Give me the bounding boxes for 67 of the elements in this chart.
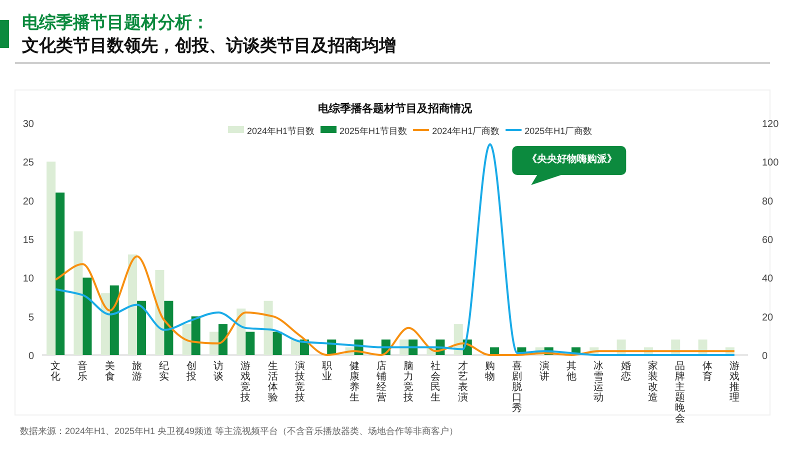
x-tick-label: 文化 bbox=[50, 360, 61, 382]
legend-label: 2024年H1节目数 bbox=[247, 126, 315, 136]
chart-title: 电综季播各题材节目及招商情况 bbox=[318, 102, 473, 115]
y2-tick-label: 20 bbox=[762, 312, 774, 324]
x-tick-label: 体育 bbox=[702, 360, 712, 382]
bar bbox=[264, 300, 273, 355]
y2-tick-label: 80 bbox=[762, 196, 774, 208]
source-note: 数据来源：2024年H1、2025年H1 央卫视49频道 等主流视频平台（不含音乐播放器类、场地合作等非商客户） bbox=[20, 426, 458, 436]
x-tick-label: 纪实 bbox=[159, 360, 170, 382]
y2-tick-label: 100 bbox=[762, 158, 780, 169]
x-tick-label: 演讲 bbox=[539, 360, 550, 382]
bar bbox=[110, 285, 119, 355]
legend-label: 2025年H1厂商数 bbox=[524, 126, 592, 136]
bar bbox=[164, 300, 174, 355]
x-tick-label: 旅游 bbox=[132, 360, 142, 382]
x-tick-label: 职业 bbox=[322, 361, 332, 382]
bar bbox=[218, 324, 228, 355]
text: 文化类节目数领先，创投、访谈类节目及招商均增 bbox=[21, 36, 396, 55]
bar bbox=[74, 231, 83, 355]
y2-tick-label: 0 bbox=[762, 351, 768, 362]
text: 电综季播节目题材分析： bbox=[22, 13, 209, 32]
legend-label: 2024年H1厂商数 bbox=[432, 126, 500, 136]
bar bbox=[155, 270, 164, 355]
callout: 《央央好物嗨购派》 bbox=[512, 146, 626, 185]
bar bbox=[128, 254, 138, 355]
y-tick-label: 0 bbox=[28, 351, 34, 362]
bar bbox=[137, 300, 146, 355]
x-tick-label: 游戏竞技 bbox=[240, 360, 251, 404]
x-tick-label: 婚恋 bbox=[620, 361, 631, 382]
x-tick-label: 访谈 bbox=[214, 360, 224, 382]
x-tick-label: 喜剧脱口秀 bbox=[512, 360, 522, 414]
x-tick-label: 才艺表演 bbox=[458, 360, 468, 404]
bar bbox=[290, 340, 300, 355]
x-tick-label: 音乐 bbox=[78, 360, 88, 382]
x-tick-label: 品牌主题晚会 bbox=[675, 361, 686, 424]
y-tick-label: 25 bbox=[22, 158, 34, 169]
bar bbox=[272, 332, 282, 355]
bar bbox=[56, 192, 65, 355]
bar bbox=[82, 278, 92, 355]
x-tick-label: 其他 bbox=[566, 360, 576, 382]
bar bbox=[46, 162, 56, 355]
y-tick-label: 10 bbox=[22, 274, 34, 285]
x-tick-label: 演技竞技 bbox=[294, 360, 305, 404]
legend-label: 2025年H1节目数 bbox=[340, 126, 408, 136]
x-tick-label: 脑力竞技 bbox=[402, 360, 414, 404]
x-tick-label: 购物 bbox=[485, 361, 496, 382]
bar bbox=[182, 324, 192, 355]
x-tick-label: 游戏推理 bbox=[729, 360, 740, 404]
y-tick-label: 30 bbox=[22, 119, 34, 130]
y-tick-label: 15 bbox=[22, 235, 34, 246]
x-tick-label: 冰雪运动 bbox=[594, 360, 604, 404]
x-tick-label: 美食 bbox=[104, 360, 115, 382]
x-tick-label: 生活体验 bbox=[268, 360, 278, 404]
y2-tick-label: 40 bbox=[762, 274, 774, 285]
y-tick-label: 20 bbox=[22, 196, 34, 208]
x-tick-label: 店铺经营 bbox=[375, 360, 386, 404]
x-tick-label: 创投 bbox=[185, 360, 196, 382]
bar bbox=[100, 293, 110, 355]
bar bbox=[246, 332, 255, 355]
annotation: 《央央好物嗨购派》 bbox=[527, 153, 618, 165]
y-tick-label: 5 bbox=[28, 312, 34, 324]
bar bbox=[210, 332, 218, 355]
x-tick-label: 家装改造 bbox=[648, 360, 658, 404]
x-tick-label: 健康养生 bbox=[349, 361, 360, 404]
y2-tick-label: 60 bbox=[762, 235, 774, 246]
y2-tick-label: 120 bbox=[762, 119, 780, 130]
x-tick-label: 社会民生 bbox=[430, 360, 441, 404]
